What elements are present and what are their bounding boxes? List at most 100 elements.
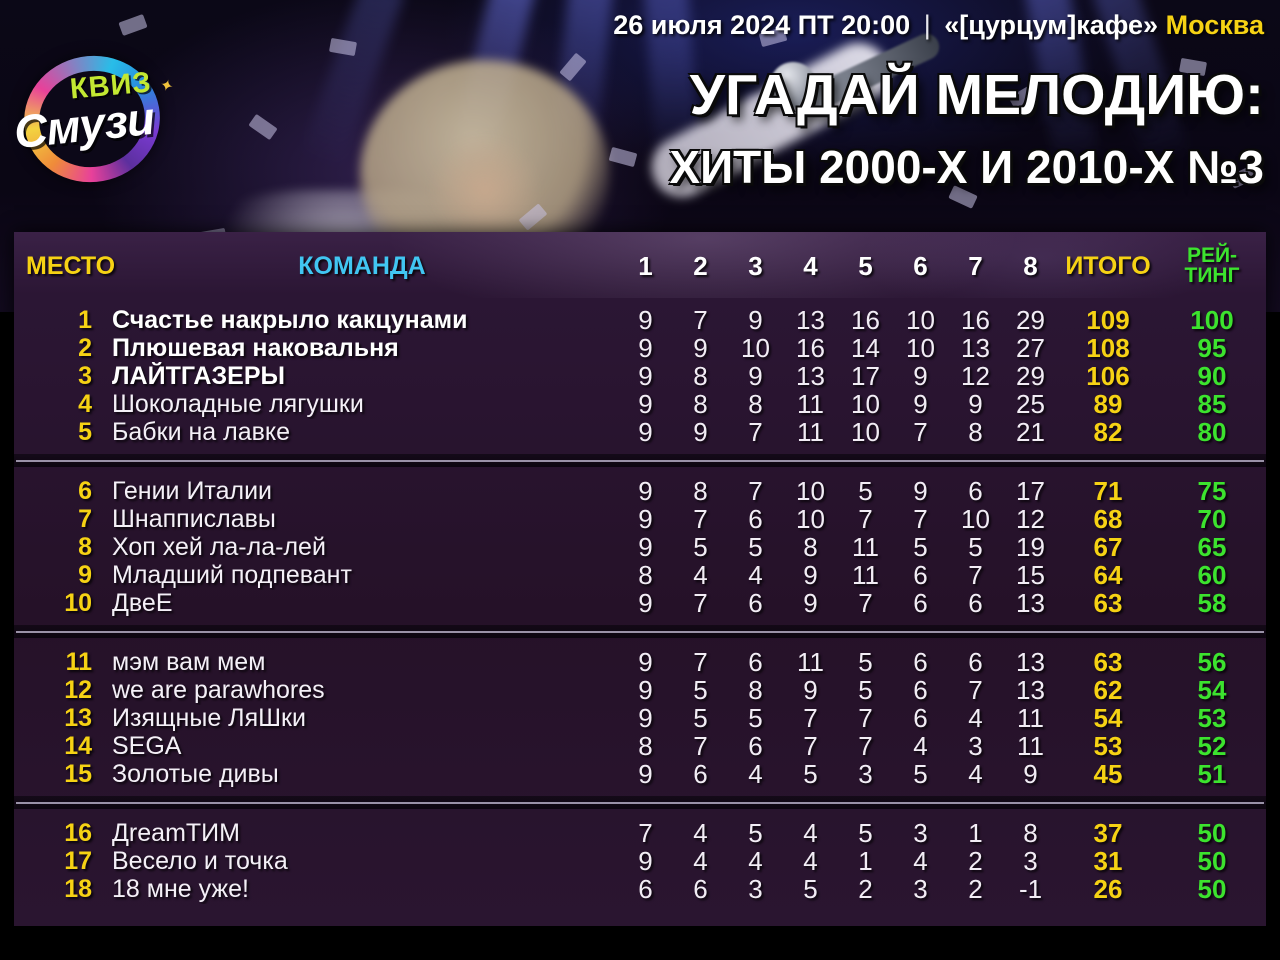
- cell-round-6-score: 3: [913, 818, 928, 848]
- column-header-rating: РЕЙ- ТИНГ: [1158, 244, 1266, 286]
- column-header-round-4: 4: [803, 250, 818, 281]
- cell-round-6-score: 6: [913, 560, 928, 590]
- table-header-row: МЕСТО КОМАНДА 1 2 3 4 5 6 7 8 ИТОГО РЕЙ-…: [14, 232, 1266, 296]
- cell-team-name: мэм вам мем: [112, 648, 266, 676]
- cell-round-1-score: 9: [638, 532, 653, 562]
- cell-round-4-score: 4: [803, 818, 818, 848]
- table-body: 1 Счастье накрыло какцунами 9 7 9 13 16 10 16 29 1…: [14, 296, 1266, 911]
- table-row: 2 Плюшевая наковальня 9 9 10 16 14 10 13 27 108 95: [14, 333, 1266, 363]
- cell-round-8-score: 13: [1016, 588, 1045, 618]
- cell-round-5-score: 5: [858, 476, 873, 506]
- cell-place: 17: [64, 847, 92, 875]
- group-separator-line: [16, 459, 1264, 462]
- cell-round-3-score: 9: [748, 361, 763, 391]
- cell-place: 9: [78, 561, 92, 589]
- cell-round-6-score: 6: [913, 675, 928, 705]
- cell-round-2-score: 4: [693, 818, 708, 848]
- cell-round-3-score: 6: [748, 588, 763, 618]
- cell-rating: 50: [1197, 846, 1227, 876]
- cell-round-8-score: 13: [1016, 675, 1045, 705]
- cell-round-2-score: 6: [693, 874, 708, 904]
- cell-place: 6: [78, 477, 92, 505]
- cell-round-7-score: 16: [961, 305, 990, 335]
- cell-round-2-score: 7: [693, 731, 708, 761]
- cell-team-name: Бабки на лавке: [112, 418, 291, 446]
- cell-place: 3: [78, 362, 92, 390]
- cell-round-3-score: 4: [748, 759, 763, 789]
- cell-team-name: Младший подпевант: [112, 561, 352, 589]
- cell-team-name: Шоколадные лягушки: [112, 390, 364, 418]
- cell-total-score: 45: [1093, 759, 1123, 789]
- event-city: Москва: [1165, 10, 1264, 40]
- cell-round-8-score: 19: [1016, 532, 1045, 562]
- cell-round-1-score: 9: [638, 504, 653, 534]
- cell-place: 1: [78, 306, 92, 334]
- cell-round-5-score: 11: [852, 532, 879, 562]
- cell-round-2-score: 4: [693, 560, 708, 590]
- cell-round-2-score: 8: [693, 476, 708, 506]
- cell-round-5-score: 10: [851, 417, 880, 447]
- cell-round-5-score: 5: [858, 647, 873, 677]
- cell-round-4-score: 7: [803, 703, 818, 733]
- column-header-round-1: 1: [638, 250, 653, 281]
- cell-place: 16: [64, 819, 92, 847]
- column-header-rating-line1: РЕЙ-: [1186, 244, 1238, 268]
- sparkle-icon: ✦: [157, 76, 176, 97]
- cell-total-score: 108: [1086, 333, 1130, 363]
- event-info-bar: 26 июля 2024 ПТ 20:00 | «[цурцум]кафе» М…: [613, 10, 1264, 41]
- cell-round-6-score: 5: [913, 759, 928, 789]
- table-row: 5 Бабки на лавке 9 9 7 11 10 7 8 21 82 80: [14, 417, 1266, 447]
- cell-total-score: 62: [1093, 675, 1123, 705]
- cell-round-7-score: 9: [968, 389, 983, 419]
- cell-round-1-score: 9: [638, 675, 653, 705]
- cell-round-1-score: 7: [638, 818, 653, 848]
- cell-round-4-score: 11: [797, 389, 824, 419]
- cell-round-5-score: 5: [858, 675, 873, 705]
- cell-round-2-score: 5: [693, 675, 708, 705]
- cell-rating: 80: [1197, 417, 1227, 447]
- microphone-icon: [770, 62, 816, 108]
- cell-place: 5: [78, 418, 92, 446]
- event-datetime: 26 июля 2024 ПТ 20:00: [613, 10, 911, 40]
- column-header-round-5: 5: [858, 250, 873, 281]
- cell-round-6-score: 9: [913, 389, 928, 419]
- cell-round-4-score: 16: [796, 333, 825, 363]
- cell-round-1-score: 9: [638, 305, 653, 335]
- cell-round-7-score: 2: [968, 874, 983, 904]
- cell-round-3-score: 10: [741, 333, 770, 363]
- cell-round-3-score: 9: [748, 305, 763, 335]
- cell-round-7-score: 6: [968, 647, 983, 677]
- cell-round-3-score: 5: [748, 703, 763, 733]
- table-row: 10 ДвеЕ 9 7 6 9 7 6 6 13 63 58: [14, 588, 1266, 618]
- cell-team-name: Изящные ЛяШки: [112, 704, 306, 732]
- cell-round-2-score: 8: [693, 361, 708, 391]
- table-row: 4 Шоколадные лягушки 9 8 8 11 10 9 9 25 89 85: [14, 389, 1266, 419]
- cell-round-8-score: 11: [1017, 731, 1044, 761]
- cell-rating: 51: [1197, 759, 1227, 789]
- cell-round-1-score: 9: [638, 588, 653, 618]
- cell-round-6-score: 6: [913, 703, 928, 733]
- column-header-total: ИТОГО: [1065, 251, 1151, 280]
- cell-round-6-score: 9: [913, 361, 928, 391]
- cell-rating: 65: [1197, 532, 1227, 562]
- cell-team-name: Гении Италии: [112, 477, 273, 505]
- cell-round-8-score: -1: [1018, 874, 1043, 904]
- cell-round-7-score: 10: [961, 504, 990, 534]
- cell-total-score: 68: [1093, 504, 1123, 534]
- cell-round-3-score: 4: [748, 846, 763, 876]
- cell-round-1-score: 9: [638, 389, 653, 419]
- cell-round-3-score: 5: [748, 532, 763, 562]
- cell-round-8-score: 29: [1016, 305, 1045, 335]
- cell-team-name: 18 мне уже!: [112, 875, 249, 903]
- cell-round-4-score: 11: [797, 417, 824, 447]
- cell-round-3-score: 7: [748, 476, 763, 506]
- cell-place: 8: [78, 533, 92, 561]
- table-row: 11 мэм вам мем 9 7 6 11 5 6 6 13 63 56: [14, 647, 1266, 677]
- group-separator: [14, 625, 1266, 638]
- group-separator: [14, 454, 1266, 467]
- cell-round-7-score: 4: [968, 703, 983, 733]
- cell-round-2-score: 7: [693, 305, 708, 335]
- cell-round-5-score: 5: [858, 818, 873, 848]
- column-header-team: КОМАНДА: [298, 251, 426, 280]
- group-separator-line: [16, 630, 1264, 633]
